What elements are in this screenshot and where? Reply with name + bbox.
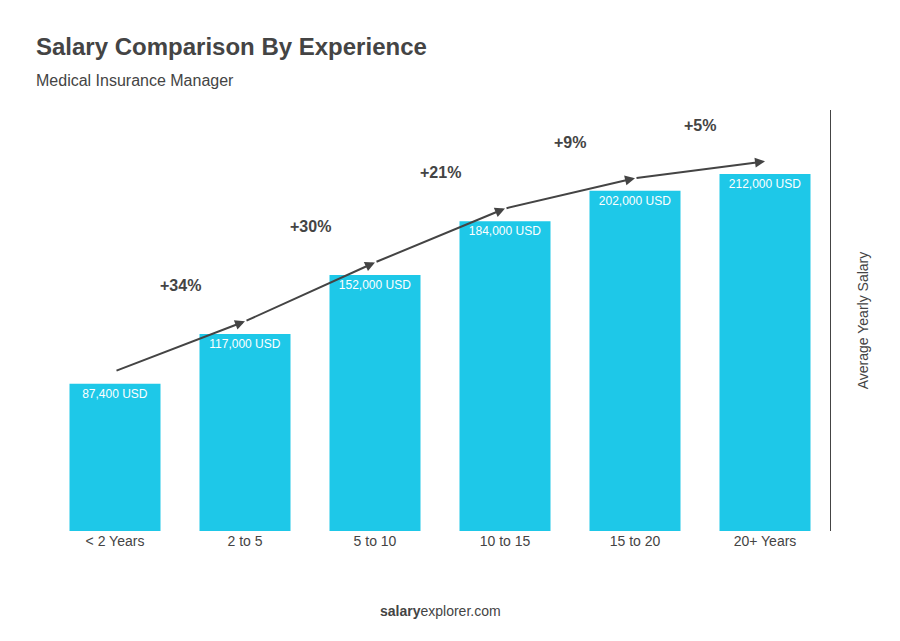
svg-text:+21%: +21%: [420, 164, 461, 181]
svg-text:Average Yearly Salary: Average Yearly Salary: [855, 252, 871, 390]
svg-text:< 2 Years: < 2 Years: [86, 533, 145, 549]
svg-text:117,000 USD: 117,000 USD: [209, 337, 280, 351]
svg-text:+9%: +9%: [554, 134, 586, 151]
svg-text:+5%: +5%: [684, 117, 716, 134]
svg-text:5 to 10: 5 to 10: [354, 533, 397, 549]
svg-text:184,000 USD: 184,000 USD: [469, 224, 541, 238]
svg-text:Salary Comparison By Experienc: Salary Comparison By Experience: [36, 33, 427, 60]
svg-text:salaryexplorer.com: salaryexplorer.com: [380, 603, 501, 619]
svg-text:15 to 20: 15 to 20: [610, 533, 661, 549]
svg-text:20+ Years: 20+ Years: [734, 533, 797, 549]
svg-text:+30%: +30%: [290, 218, 331, 235]
svg-text:2 to 5: 2 to 5: [227, 533, 262, 549]
svg-text:10 to 15: 10 to 15: [480, 533, 531, 549]
svg-text:212,000 USD: 212,000 USD: [729, 177, 801, 191]
svg-text:Medical Insurance Manager: Medical Insurance Manager: [36, 72, 234, 89]
svg-text:+34%: +34%: [160, 277, 201, 294]
svg-text:152,000 USD: 152,000 USD: [339, 278, 411, 292]
svg-text:202,000 USD: 202,000 USD: [599, 194, 671, 208]
svg-text:87,400 USD: 87,400 USD: [82, 387, 148, 401]
